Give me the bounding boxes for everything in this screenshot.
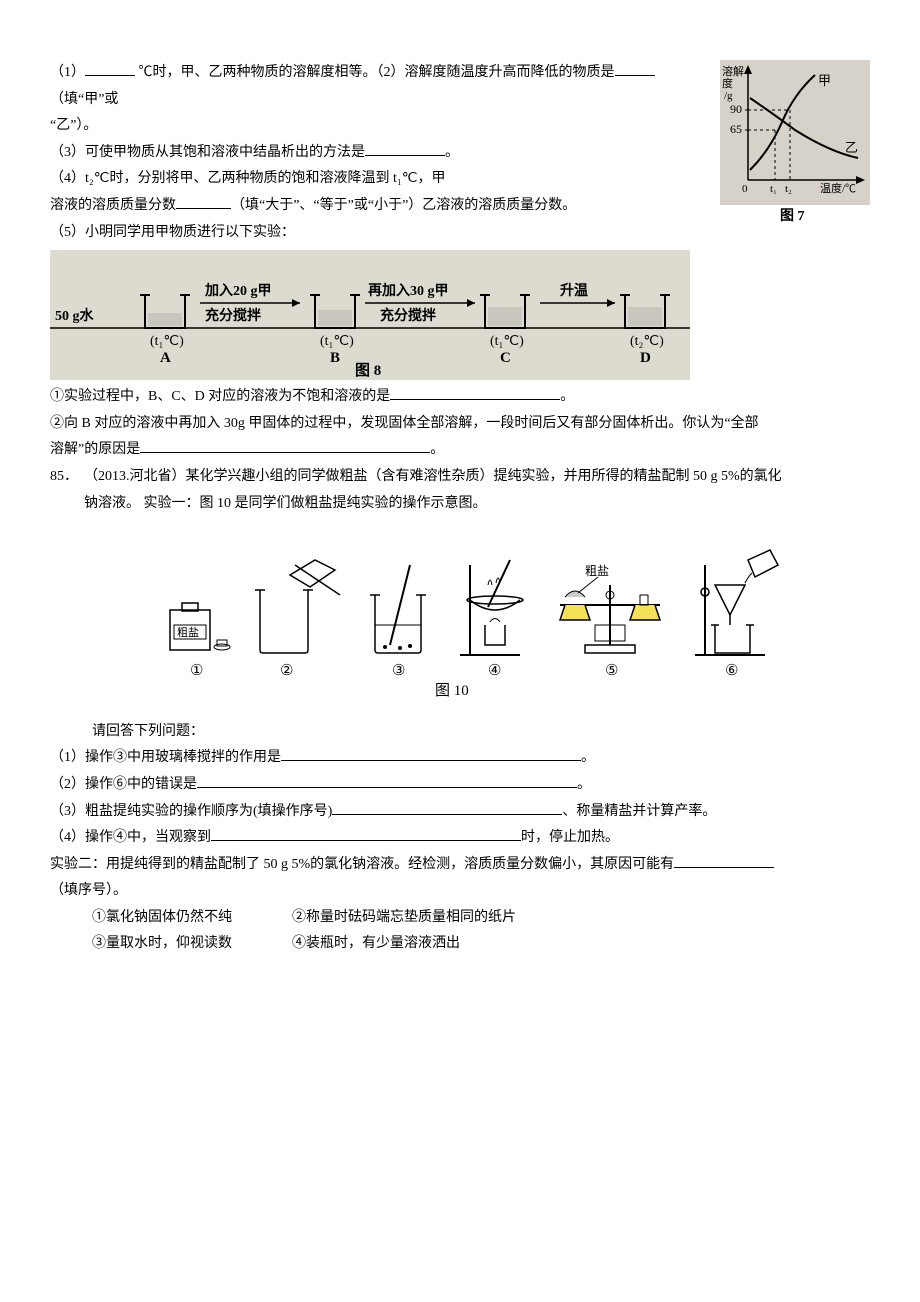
svg-text:/g: /g bbox=[724, 90, 733, 102]
q85-number: 85． bbox=[50, 464, 78, 517]
blank bbox=[176, 194, 231, 209]
q1-line2: “乙”）。 bbox=[50, 113, 710, 140]
q1-l1a: （1） bbox=[50, 65, 85, 80]
q85-l1: （2013.河北省）某化学兴趣小组的同学做粗盐（含有难溶性杂质）提纯实验，并用所… bbox=[84, 464, 870, 491]
blank bbox=[674, 853, 774, 868]
svg-text:B: B bbox=[330, 350, 340, 366]
q1b-l3b: 。 bbox=[430, 442, 444, 457]
q1-line1: （1） ℃时，甲、乙两种物质的溶解度相等。（2）溶解度随温度升高而降低的物质是 （… bbox=[50, 60, 710, 113]
figure-7: 溶解 度 /g 90 65 0 t₁ t₂ 温度/℃ 甲 乙 图 7 bbox=[720, 60, 870, 225]
figure-10: 粗盐 bbox=[50, 525, 870, 711]
q1-line3: （3）可使甲物质从其饱和溶液中结晶析出的方法是 。 bbox=[50, 140, 710, 167]
svg-text:图 8: 图 8 bbox=[355, 362, 381, 379]
svg-text:t₁: t₁ bbox=[770, 183, 777, 195]
svg-text:度: 度 bbox=[722, 76, 733, 90]
blank bbox=[281, 746, 581, 761]
evaporate-icon bbox=[460, 560, 523, 655]
q1b-l1b: 。 bbox=[560, 389, 574, 404]
options-row2: ③量取水时，仰视读数 ④装瓶时，有少量溶液洒出 bbox=[92, 931, 870, 958]
q85b-q4: （4）操作④中，当观察到时，停止加热。 bbox=[50, 825, 870, 852]
svg-text:加入20 g甲: 加入20 g甲 bbox=[204, 283, 272, 299]
q85b-exp2: 实验二：用提纯得到的精盐配制了 50 g 5%的氯化钠溶液。经检测，溶质质量分数… bbox=[50, 852, 870, 879]
q85b-q2: （2）操作⑥中的错误是。 bbox=[50, 772, 870, 799]
figure-8: 50 g水 bbox=[50, 250, 710, 380]
opt3: ③量取水时，仰视读数 bbox=[92, 931, 232, 958]
blank bbox=[332, 800, 562, 815]
q1-line5: 溶液的溶质质量分数 （填“大于”、“等于”或“小于”）乙溶液的溶质质量分数。 bbox=[50, 193, 710, 220]
svg-text:⑤: ⑤ bbox=[605, 663, 618, 679]
q85-l2: 钠溶液。 实验一：图 10 是同学们做粗盐提纯实验的操作示意图。 bbox=[84, 491, 870, 518]
svg-text:0: 0 bbox=[742, 183, 748, 195]
svg-text:③: ③ bbox=[392, 663, 405, 679]
svg-text:温度/℃: 温度/℃ bbox=[820, 181, 856, 195]
q1-l3b: 。 bbox=[445, 145, 459, 160]
svg-text:充分搅拌: 充分搅拌 bbox=[380, 307, 436, 324]
svg-text:①: ① bbox=[190, 663, 203, 679]
q1-l3a: （3）可使甲物质从其饱和溶液中结晶析出的方法是 bbox=[50, 145, 365, 160]
pouring-icon bbox=[255, 560, 340, 653]
svg-text:t₂: t₂ bbox=[785, 183, 792, 195]
q1b-l3a: 溶解”的原因是 bbox=[50, 442, 140, 457]
blank bbox=[365, 141, 445, 156]
opt2: ②称量时砝码端忘垫质量相同的纸片 bbox=[292, 905, 516, 932]
blank bbox=[197, 773, 577, 788]
q85b-exp2b: （填序号）。 bbox=[50, 878, 870, 905]
svg-text:乙: 乙 bbox=[845, 140, 858, 155]
svg-text:图 7: 图 7 bbox=[780, 208, 805, 224]
options-row1: ①氯化钠固体仍然不纯 ②称量时砝码端忘垫质量相同的纸片 bbox=[92, 905, 870, 932]
blank bbox=[211, 826, 521, 841]
q85b-intro: 请回答下列问题： bbox=[92, 719, 870, 746]
q85b-q1: （1）操作③中用玻璃棒搅拌的作用是。 bbox=[50, 745, 870, 772]
svg-text:图 10: 图 10 bbox=[435, 682, 469, 699]
svg-text:65: 65 bbox=[730, 122, 742, 136]
opt1: ①氯化钠固体仍然不纯 bbox=[92, 905, 232, 932]
q1b-l1a: ①实验过程中，B、C、D 对应的溶液为不饱和溶液的是 bbox=[50, 389, 390, 404]
q1-line4: （4）t₂℃时，分别将甲、乙两种物质的饱和溶液降温到 t₁℃，甲 bbox=[50, 166, 710, 193]
svg-text:④: ④ bbox=[488, 663, 501, 679]
svg-text:90: 90 bbox=[730, 102, 742, 116]
svg-text:充分搅拌: 充分搅拌 bbox=[205, 307, 261, 324]
blank bbox=[140, 438, 430, 453]
q1-l5b: （填“大于”、“等于”或“小于”）乙溶液的溶质质量分数。 bbox=[231, 198, 576, 213]
svg-text:(t₁℃): (t₁℃) bbox=[490, 334, 524, 349]
svg-text:粗盐: 粗盐 bbox=[585, 564, 609, 578]
svg-text:升温: 升温 bbox=[560, 282, 588, 299]
q1b-line1: ①实验过程中，B、C、D 对应的溶液为不饱和溶液的是 。 bbox=[50, 384, 870, 411]
blank bbox=[615, 61, 655, 76]
stir-beaker-icon bbox=[370, 565, 426, 653]
balance-icon: 粗盐 bbox=[560, 564, 660, 653]
svg-text:D: D bbox=[640, 350, 651, 366]
svg-text:C: C bbox=[500, 350, 511, 366]
q1b-line2: ②向 B 对应的溶液中再加入 30g 甲固体的过程中，发现固体全部溶解，一段时间… bbox=[50, 411, 870, 438]
q1-l5a: 溶液的溶质质量分数 bbox=[50, 198, 176, 213]
svg-text:粗盐: 粗盐 bbox=[177, 626, 199, 639]
svg-text:A: A bbox=[160, 350, 171, 366]
q1-line6: （5）小明同学用甲物质进行以下实验： bbox=[50, 220, 710, 247]
svg-text:溶解: 溶解 bbox=[722, 64, 744, 78]
svg-text:⑥: ⑥ bbox=[725, 663, 738, 679]
opt4: ④装瓶时，有少量溶液洒出 bbox=[292, 931, 460, 958]
blank bbox=[390, 385, 560, 400]
filter-icon bbox=[695, 550, 778, 655]
bottle-icon: 粗盐 bbox=[170, 603, 230, 650]
svg-text:(t₁℃): (t₁℃) bbox=[320, 334, 354, 349]
q1-l1c: （填“甲”或 bbox=[50, 92, 118, 107]
fig8-water: 50 g水 bbox=[55, 307, 95, 324]
svg-text:(t₂℃): (t₂℃) bbox=[630, 334, 664, 349]
q1-l1b: ℃时，甲、乙两种物质的溶解度相等。（2）溶解度随温度升高而降低的物质是 bbox=[135, 65, 615, 80]
svg-text:甲: 甲 bbox=[818, 73, 831, 88]
q85b-q3: （3）粗盐提纯实验的操作顺序为(填操作序号)、称量精盐并计算产率。 bbox=[50, 799, 870, 826]
svg-text:②: ② bbox=[280, 663, 293, 679]
question-85: 85． （2013.河北省）某化学兴趣小组的同学做粗盐（含有难溶性杂质）提纯实验… bbox=[50, 464, 870, 517]
q1b-line3: 溶解”的原因是 。 bbox=[50, 437, 870, 464]
blank bbox=[85, 61, 135, 76]
svg-text:再加入30 g甲: 再加入30 g甲 bbox=[368, 283, 449, 299]
svg-text:(t₁℃): (t₁℃) bbox=[150, 334, 184, 349]
